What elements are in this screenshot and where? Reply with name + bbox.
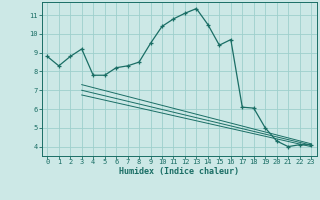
X-axis label: Humidex (Indice chaleur): Humidex (Indice chaleur) bbox=[119, 167, 239, 176]
